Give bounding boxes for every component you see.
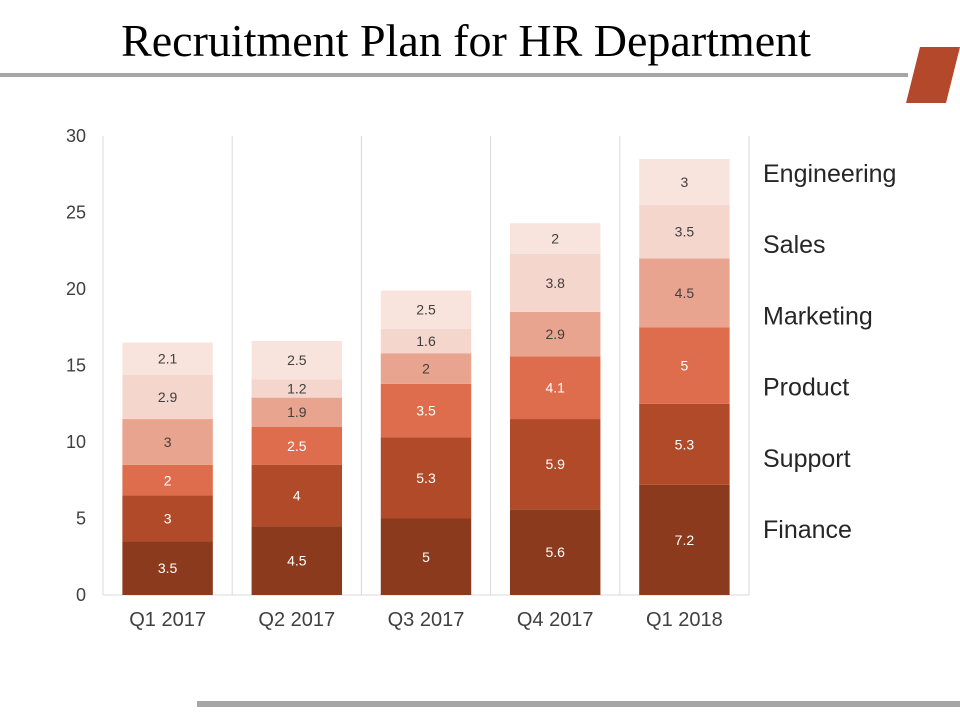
bar-segment bbox=[122, 495, 213, 542]
bar-value-label: 5.9 bbox=[545, 456, 565, 472]
bar-value-label: 4 bbox=[293, 488, 301, 504]
y-tick-label: 20 bbox=[66, 279, 86, 299]
bar-segment bbox=[639, 484, 730, 595]
bar-segment bbox=[380, 383, 472, 438]
bar-value-label: 2 bbox=[551, 231, 559, 247]
bar-value-label: 4.5 bbox=[287, 553, 307, 569]
bar-segment bbox=[380, 290, 472, 329]
x-tick-label: Q4 2017 bbox=[517, 609, 594, 631]
bar-segment bbox=[122, 419, 213, 465]
bar-segment bbox=[122, 374, 213, 420]
bar-segment bbox=[251, 464, 343, 527]
bar-segment bbox=[380, 518, 472, 595]
bar-segment bbox=[639, 327, 730, 404]
bar-segment bbox=[380, 328, 472, 354]
bar-value-label: 3.5 bbox=[416, 403, 436, 419]
legend-entry: Sales bbox=[763, 231, 826, 259]
legend-entry: Marketing bbox=[763, 302, 873, 330]
bar-value-label: 3 bbox=[164, 434, 172, 450]
bar-segment bbox=[251, 426, 343, 465]
bar-segment bbox=[509, 419, 601, 510]
bar-value-label: 4.1 bbox=[545, 380, 565, 396]
bar-value-label: 2.5 bbox=[287, 352, 307, 368]
bottom-divider bbox=[197, 701, 960, 707]
y-tick-label: 5 bbox=[76, 509, 86, 529]
bar-value-label: 2.9 bbox=[545, 326, 565, 342]
bar-segment bbox=[639, 403, 730, 485]
legend-entry: Engineering bbox=[763, 160, 896, 188]
bar-value-label: 2.9 bbox=[158, 389, 178, 405]
x-tick-label: Q3 2017 bbox=[388, 609, 465, 631]
y-axis: 0 5 10 15 20 25 30 bbox=[66, 126, 86, 605]
y-tick-label: 15 bbox=[66, 356, 86, 376]
x-axis: Q1 2017 Q2 2017 Q3 2017 Q4 2017 Q1 2018 bbox=[129, 609, 723, 631]
bar-segment bbox=[509, 509, 601, 595]
bar-value-label: 5 bbox=[681, 358, 689, 374]
bar-value-label: 5 bbox=[422, 549, 430, 565]
bar-value-label: 1.2 bbox=[287, 380, 307, 396]
bar-value-label: 7.2 bbox=[675, 532, 695, 548]
bar-value-label: 2.5 bbox=[287, 438, 307, 454]
legend-entry: Finance bbox=[763, 516, 852, 544]
x-tick-label: Q1 2017 bbox=[129, 609, 206, 631]
x-tick-label: Q2 2017 bbox=[258, 609, 335, 631]
bar-segment bbox=[509, 311, 601, 357]
legend-entry: Support bbox=[763, 445, 851, 473]
bar-segment bbox=[380, 353, 472, 384]
bar-segment bbox=[251, 397, 343, 427]
y-tick-label: 25 bbox=[66, 203, 86, 223]
bar-segment bbox=[639, 258, 730, 328]
bar-segment bbox=[122, 464, 213, 496]
bar-value-label: 2.1 bbox=[158, 351, 178, 367]
bar-value-label: 3.8 bbox=[545, 275, 565, 291]
bar-value-label: 3 bbox=[681, 174, 689, 190]
chart-legend: Engineering Sales Marketing Product Support F… bbox=[763, 160, 896, 544]
bar-segment bbox=[639, 204, 730, 259]
bar-value-label: 5.6 bbox=[545, 544, 565, 560]
bar-segment bbox=[251, 526, 343, 595]
bar-value-label: 5.3 bbox=[675, 436, 695, 452]
bar-segment bbox=[251, 341, 343, 380]
corner-accent-polygon bbox=[906, 47, 960, 103]
chart-bars: 3.5 3 2 3 2.9 2.1 4.5 4 2.5 1.9 1.2 2.5 5 5.3 3.5 2 1.6 2… bbox=[122, 158, 730, 595]
bar-value-label: 2 bbox=[422, 361, 430, 377]
bar-value-label: 2.5 bbox=[416, 302, 436, 318]
bar-segment bbox=[639, 158, 730, 205]
bar-value-label: 3.5 bbox=[158, 560, 178, 576]
bar-segment bbox=[122, 541, 213, 595]
y-tick-label: 30 bbox=[66, 126, 86, 146]
bar-value-label: 3 bbox=[164, 511, 172, 527]
corner-accent-shape bbox=[906, 47, 960, 103]
legend-entry: Product bbox=[763, 374, 849, 402]
bar-value-label: 1.6 bbox=[416, 333, 436, 349]
x-tick-label: Q1 2018 bbox=[646, 609, 723, 631]
bar-value-label: 2 bbox=[164, 472, 172, 488]
bar-value-label: 5.3 bbox=[416, 470, 436, 486]
bar-segment bbox=[122, 342, 213, 375]
bar-segment bbox=[509, 253, 601, 312]
bar-value-label: 3.5 bbox=[675, 224, 695, 240]
bar-value-label: 4.5 bbox=[675, 285, 695, 301]
bar-segment bbox=[251, 379, 343, 398]
bar-segment bbox=[509, 356, 601, 420]
bar-value-label: 1.9 bbox=[287, 404, 307, 420]
title-underline bbox=[0, 73, 908, 77]
bar-segment bbox=[509, 223, 601, 254]
bar-segment bbox=[380, 437, 472, 519]
y-tick-label: 0 bbox=[76, 585, 86, 605]
page-title: Recruitment Plan for HR Department bbox=[121, 15, 811, 66]
y-tick-label: 10 bbox=[66, 432, 86, 452]
